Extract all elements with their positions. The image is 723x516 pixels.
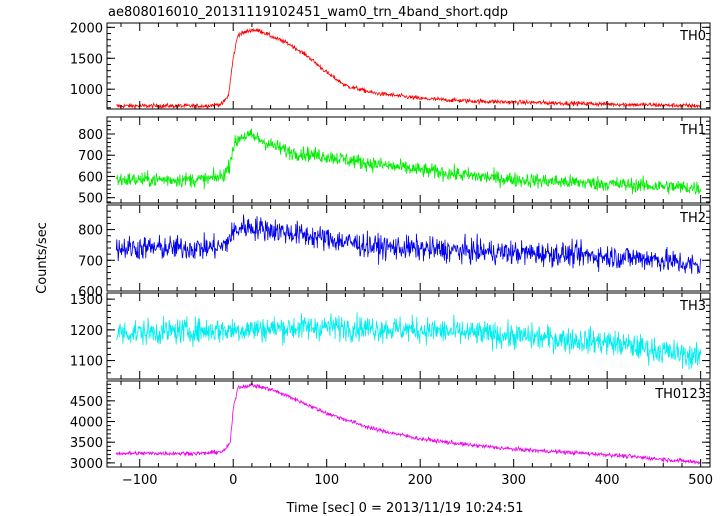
y-axis-label: Counts/sec	[35, 222, 50, 294]
panel-label: TH1	[679, 123, 706, 138]
x-tick-label: 200	[408, 473, 433, 488]
panel-th1: 500 600 700 800 TH1	[78, 116, 711, 207]
y-tick-label: 700	[78, 254, 103, 269]
series-line-th2	[115, 214, 702, 275]
panel-frame	[106, 380, 711, 468]
y-tick-label: 800	[78, 224, 103, 239]
series-line-th3	[115, 312, 702, 370]
panel-label: TH3	[679, 299, 706, 314]
panel-label: TH0123	[654, 387, 706, 402]
x-tick-label: 500	[688, 473, 713, 488]
x-tick-label: 300	[501, 473, 526, 488]
y-tick-label: 1200	[70, 324, 103, 339]
panel-th2: 600 700 800 TH2	[78, 204, 711, 300]
panel-label: TH0	[679, 29, 706, 44]
series-line-th0123	[115, 382, 701, 466]
panel-th0123: 3000 3500 4000 4500 TH0123	[70, 380, 711, 472]
panel-label: TH2	[679, 211, 706, 226]
panel-th3: 1100 1200 1300 TH3	[70, 292, 711, 380]
x-tick-label: 100	[314, 473, 339, 488]
y-tick-label: 600	[78, 285, 103, 300]
x-axis: −100 0 100 200 300 400 500	[122, 473, 713, 488]
x-axis-label: Time [sec] 0 = 2013/11/19 10:24:51	[285, 501, 523, 516]
chart-title: ae808016010_20131119102451_wam0_trn_4ban…	[108, 5, 508, 20]
y-tick-label: 500	[78, 192, 103, 207]
x-tick-label: 0	[229, 473, 237, 488]
y-tick-label: 3500	[70, 436, 103, 451]
y-tick-label: 3000	[70, 457, 103, 472]
x-tick-label: −100	[122, 473, 158, 488]
y-tick-label: 600	[78, 170, 103, 185]
series-line-th0	[116, 27, 701, 109]
y-tick-label: 1500	[70, 52, 103, 67]
panel-th0: 1000 1500 2000 TH0	[70, 21, 711, 110]
y-tick-label: 700	[78, 149, 103, 164]
panels: 1000 1500 2000 TH0 500 600 700 800 TH1 600 700 800 T…	[70, 21, 711, 472]
x-tick-label: 400	[595, 473, 620, 488]
y-tick-label: 2000	[70, 21, 103, 36]
panel-frame	[106, 22, 711, 110]
panel-frame	[106, 116, 711, 204]
y-tick-label: 800	[78, 128, 103, 143]
series-line-th1	[116, 128, 702, 196]
y-tick-label: 1300	[70, 293, 103, 308]
y-tick-label: 4500	[70, 395, 103, 410]
y-tick-label: 4000	[70, 416, 103, 431]
y-tick-label: 1000	[70, 83, 103, 98]
y-tick-label: 1100	[70, 355, 103, 370]
